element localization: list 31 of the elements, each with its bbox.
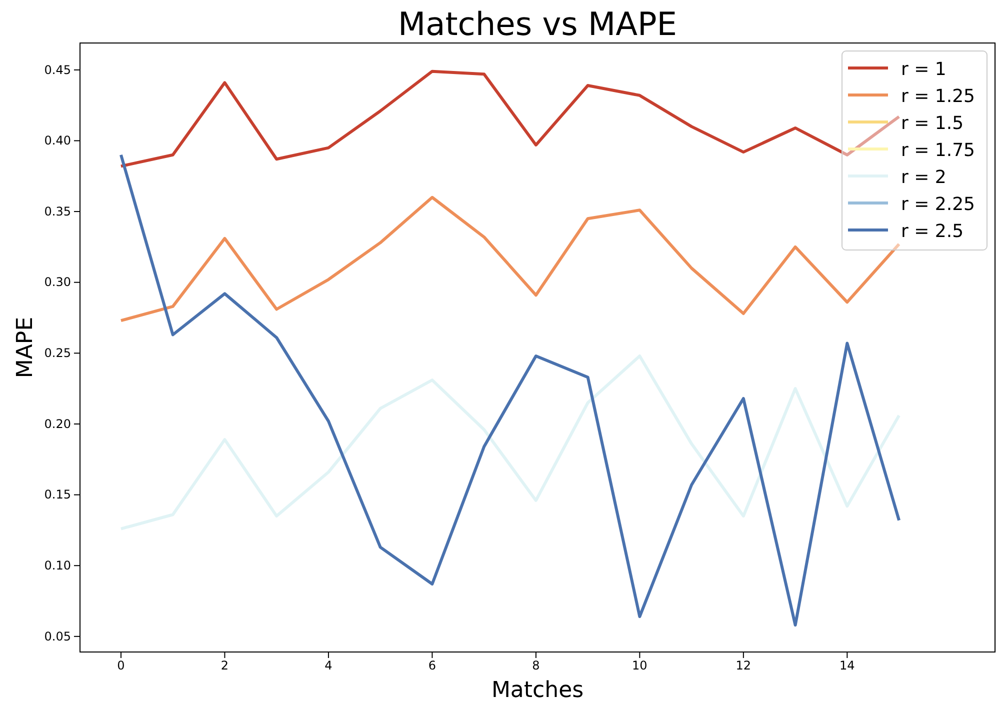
y-tick-label: 0.45: [44, 62, 71, 77]
x-tick-label: 4: [324, 658, 332, 673]
y-tick-label: 0.15: [44, 488, 71, 502]
legend-label: r = 2: [901, 167, 946, 188]
y-tick-label: 0.35: [44, 204, 71, 218]
legend-label: r = 1: [901, 59, 946, 80]
y-tick-label: 0.05: [44, 629, 71, 644]
y-tick-label: 0.20: [44, 416, 71, 431]
legend-label: r = 1.25: [901, 86, 976, 107]
chart-title: Matches vs MAPE: [398, 5, 677, 43]
x-tick-label: 2: [220, 658, 229, 673]
y-tick-label: 0.25: [44, 346, 71, 360]
line-series: [119, 70, 901, 168]
x-tick-label: 6: [428, 658, 436, 673]
y-tick-label: 0.40: [44, 134, 71, 148]
y-tick-label: 0.30: [44, 275, 71, 290]
legend-label: r = 2.5: [901, 221, 964, 242]
x-axis-title: Matches: [491, 678, 584, 703]
legend-label: r = 2.25: [901, 194, 976, 215]
x-tick-label: 14: [840, 658, 855, 673]
line-series: [119, 196, 901, 322]
line-series: [119, 354, 901, 530]
x-tick-label: 0: [117, 658, 125, 673]
x-tick-label: 12: [736, 658, 752, 673]
line-series: [119, 153, 901, 627]
x-tick-label: 10: [632, 658, 648, 673]
x-tick-label: 8: [532, 658, 540, 673]
y-tick-label: 0.10: [44, 558, 71, 572]
legend-label: r = 1.75: [901, 140, 976, 161]
legend-label: r = 1.5: [901, 113, 964, 134]
y-axis-title: MAPE: [13, 316, 38, 378]
